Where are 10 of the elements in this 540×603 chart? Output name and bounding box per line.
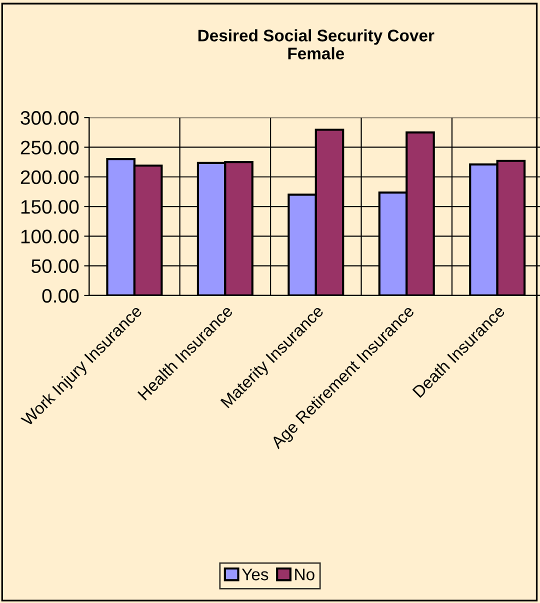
y-tick-label: 150.00 (21, 200, 79, 214)
legend-label: Yes (242, 568, 268, 580)
y-tick-label: 300.00 (20, 111, 79, 125)
y-tick-label: 200.00 (20, 170, 79, 184)
y-tick-label: 50.00 (32, 259, 79, 274)
y-tick-label: 100.00 (21, 230, 79, 244)
legend-label: No (295, 568, 314, 580)
y-tick-label: 250.00 (20, 140, 79, 154)
y-tick-label: 0.00 (42, 288, 79, 303)
chart-title: Desired Social Security Cover Female (198, 29, 434, 60)
